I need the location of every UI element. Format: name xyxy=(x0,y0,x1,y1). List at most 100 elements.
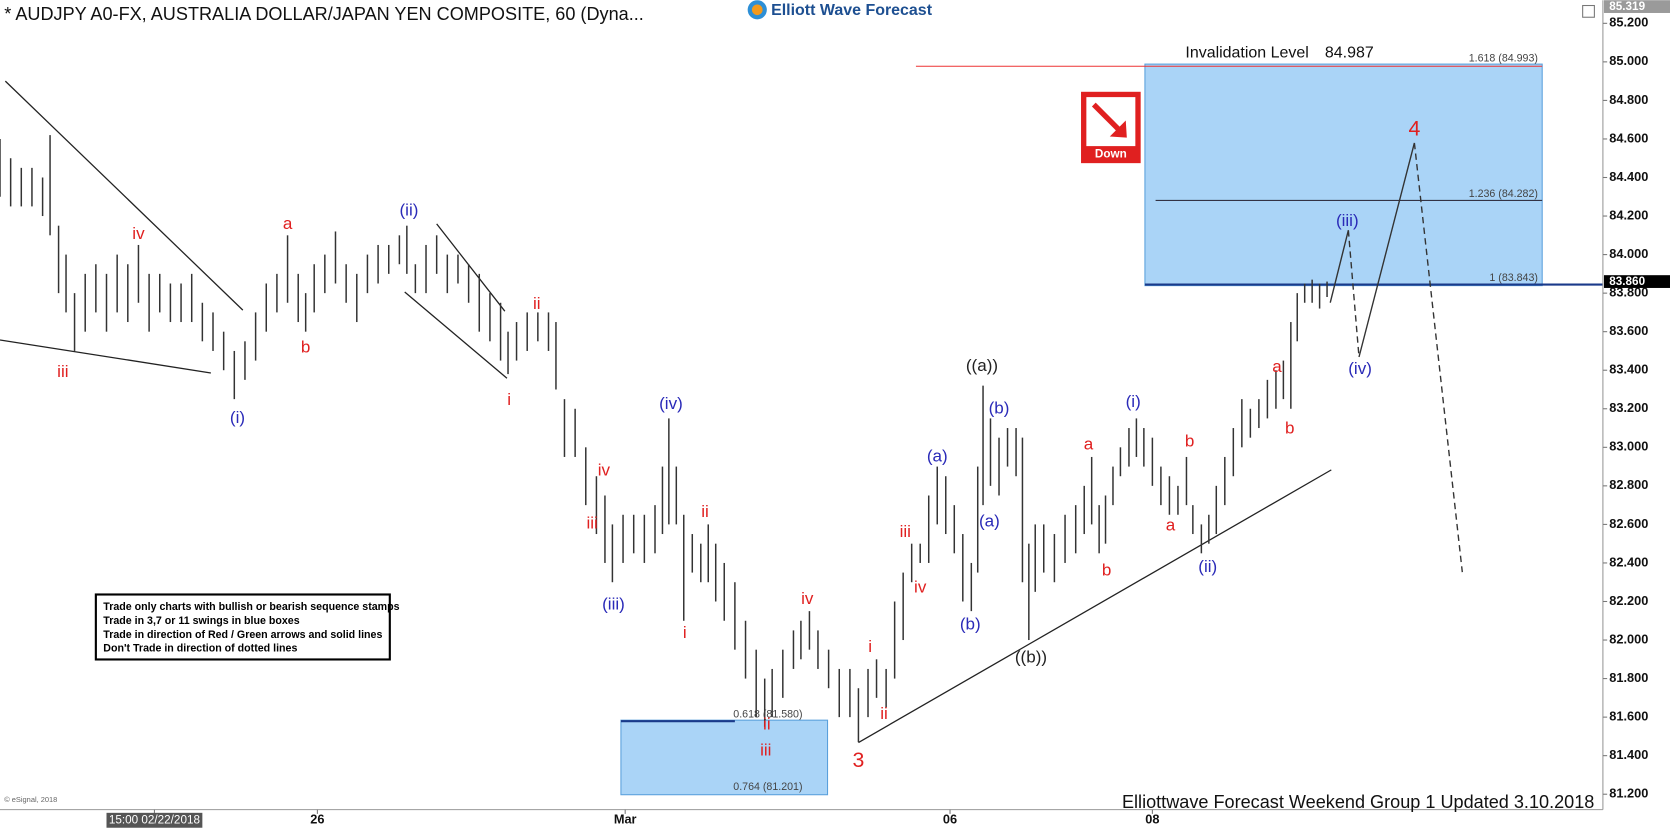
wave-label: (iv) xyxy=(659,394,683,413)
wave-label: a xyxy=(1084,435,1094,454)
y-tick-label: 81.800 xyxy=(1609,670,1648,685)
trendline xyxy=(404,291,508,379)
y-tick-label: 84.000 xyxy=(1609,246,1648,261)
fib-label: 1.618 (84.993) xyxy=(1469,53,1538,65)
trendline xyxy=(4,80,244,311)
down-signal: Down xyxy=(1081,91,1141,164)
y-tick-label: 83.200 xyxy=(1609,400,1648,415)
trendline xyxy=(858,469,1332,744)
wave-label: (a) xyxy=(979,511,1000,530)
wave-label: iii xyxy=(586,514,597,533)
trendline xyxy=(436,223,506,312)
rule: Don't Trade in direction of dotted lines xyxy=(103,643,297,655)
rules-frame xyxy=(94,593,391,661)
x-tick-label: 15:00 02/22/2018 xyxy=(109,813,200,826)
price-marker-label: 83.860 xyxy=(1609,275,1645,288)
y-tick-label: 83.000 xyxy=(1609,439,1648,454)
wave-label: iv xyxy=(132,224,145,243)
price-marker-box xyxy=(1603,0,1670,13)
invalidation-value: 84.987 xyxy=(1325,45,1374,62)
wave-label: iii xyxy=(57,362,68,381)
wave-label: (iv) xyxy=(1348,359,1372,378)
trendlines xyxy=(0,80,1332,744)
wave-label: (i) xyxy=(1126,392,1141,411)
wave-label: ii xyxy=(880,704,888,723)
wave-label: 4 xyxy=(1408,117,1420,141)
y-tick-label: 84.200 xyxy=(1609,207,1648,222)
rule: Trade in direction of Red / Green arrows… xyxy=(103,629,382,641)
y-tick-label: 81.400 xyxy=(1609,747,1648,762)
target-box xyxy=(620,719,829,796)
wave-label: iv xyxy=(598,460,611,479)
signal-arrow xyxy=(1091,102,1123,134)
fib-label: 0.618 (81.580) xyxy=(733,709,802,721)
y-tick-label: 84.400 xyxy=(1609,169,1648,184)
logo-icon xyxy=(751,4,763,16)
price-marker-label: 85.319 xyxy=(1609,0,1645,13)
y-tick-label: 81.200 xyxy=(1609,786,1648,801)
wave-label: b xyxy=(1185,431,1194,450)
invalidation-label: Invalidation Level xyxy=(1185,45,1308,62)
wave-label: (iii) xyxy=(602,594,625,613)
y-tick-label: 85.000 xyxy=(1609,53,1648,68)
y-tick-label: 82.600 xyxy=(1609,516,1648,531)
window-icon[interactable] xyxy=(1582,4,1595,18)
y-tick-label: 85.200 xyxy=(1609,15,1648,30)
signal-label: Down xyxy=(1095,148,1127,161)
wave-label: i xyxy=(507,390,511,409)
target-box xyxy=(1144,63,1543,287)
signal-arrowhead xyxy=(1109,120,1127,138)
rule: Trade only charts with bullish or bearis… xyxy=(103,601,399,613)
wave-label: (ii) xyxy=(1198,557,1217,576)
wave-label: a xyxy=(1166,516,1176,535)
projection xyxy=(1329,142,1464,573)
wave-label: a xyxy=(1272,357,1282,376)
wave-label: (iii) xyxy=(1336,211,1359,230)
wave-label: b xyxy=(1285,419,1294,438)
y-tick-label: 83.800 xyxy=(1609,285,1648,300)
x-cursor-box xyxy=(106,812,203,828)
price-bars xyxy=(0,135,1328,743)
wave-label: ii xyxy=(701,502,709,521)
y-tick-label: 82.000 xyxy=(1609,631,1648,646)
projection-dashed xyxy=(1413,142,1464,573)
fib-label: 1 (83.843) xyxy=(1489,272,1538,284)
rules-box: Trade only charts with bullish or bearis… xyxy=(94,593,400,661)
chart-title: * AUDJPY A0-FX, AUSTRALIA DOLLAR/JAPAN Y… xyxy=(4,4,644,24)
y-tick-label: 81.600 xyxy=(1609,709,1648,724)
y-tick-label: 82.800 xyxy=(1609,477,1648,492)
wave-label: 3 xyxy=(853,748,865,772)
wave-label: (b) xyxy=(989,398,1010,417)
wave-label: ((b)) xyxy=(1015,648,1047,667)
wave-label: b xyxy=(301,338,310,357)
wave-label: i xyxy=(683,623,687,642)
wave-label: (b) xyxy=(960,615,981,634)
fib-label: 1.236 (84.282) xyxy=(1469,188,1538,200)
x-tick-label: 08 xyxy=(1145,812,1159,827)
copyright: © eSignal, 2018 xyxy=(4,795,57,804)
wave-label: iv xyxy=(914,577,927,596)
y-tick-label: 83.400 xyxy=(1609,362,1648,377)
wave-label: (i) xyxy=(230,408,245,427)
footer: Elliottwave Forecast Weekend Group 1 Upd… xyxy=(1122,792,1594,812)
price-marker-box xyxy=(1603,275,1670,288)
y-tick-label: 84.600 xyxy=(1609,130,1648,145)
y-tick-label: 82.200 xyxy=(1609,593,1648,608)
projection-solid xyxy=(1358,142,1416,358)
wave-label: iii xyxy=(900,522,911,541)
x-tick-label: 06 xyxy=(943,812,957,827)
wave-label: (a) xyxy=(927,446,948,465)
rule: Trade in 3,7 or 11 swings in blue boxes xyxy=(103,615,299,627)
wave-label: ii xyxy=(533,294,541,313)
wave-label: i xyxy=(868,637,872,656)
x-tick-label: 26 xyxy=(310,812,324,827)
y-tick-label: 84.800 xyxy=(1609,92,1648,107)
logo-text: Elliott Wave Forecast xyxy=(771,2,933,19)
wave-label: b xyxy=(1102,560,1111,579)
trendline xyxy=(0,339,211,374)
wave-label: iii xyxy=(760,740,771,759)
wave-label: iv xyxy=(801,589,814,608)
wave-label: ((a)) xyxy=(966,356,998,375)
